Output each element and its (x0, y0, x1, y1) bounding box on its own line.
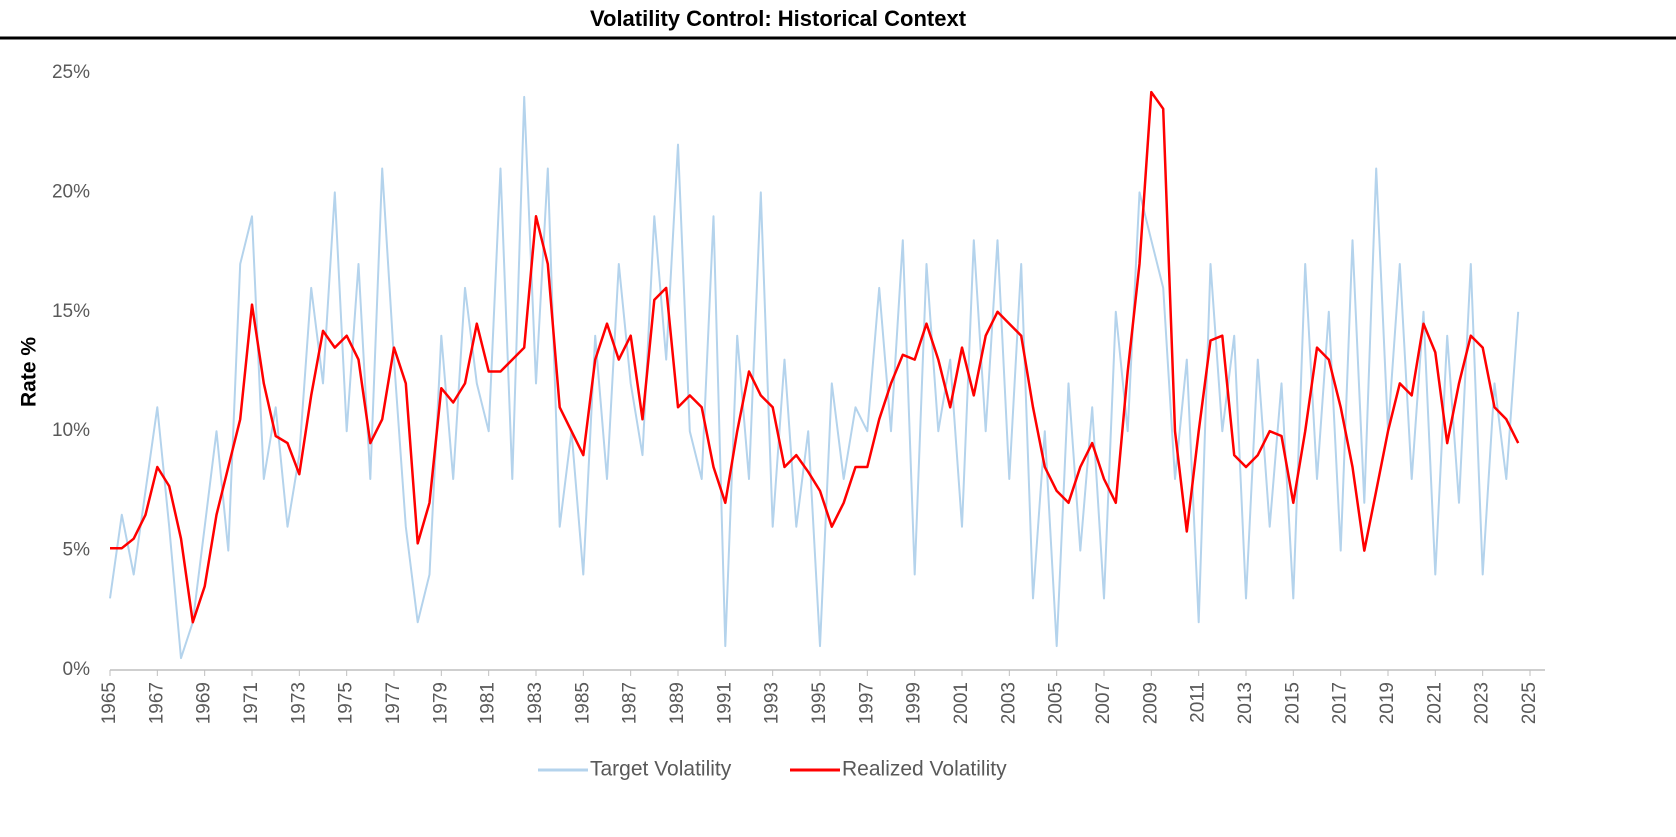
x-tick-label: 2001 (951, 682, 972, 724)
x-tick-label: 2013 (1235, 682, 1256, 724)
x-tick-label: 1991 (714, 682, 735, 724)
x-tick-label: 2021 (1424, 682, 1445, 724)
chart-title: Volatility Control: Historical Context (590, 6, 967, 31)
x-tick-label: 2005 (1046, 682, 1067, 724)
x-tick-label: 2025 (1519, 682, 1540, 724)
x-tick-label: 1987 (620, 682, 641, 724)
x-tick-label: 1967 (146, 682, 167, 724)
y-tick-label: 5% (63, 540, 91, 561)
x-tick-label: 2023 (1472, 682, 1493, 724)
y-tick-label: 15% (52, 301, 90, 322)
x-tick-label: 1995 (809, 682, 830, 724)
y-tick-label: 25% (52, 62, 90, 83)
y-axis-label: Rate % (18, 337, 41, 407)
line-series (109, 95, 1520, 660)
x-tick-label: 1981 (478, 682, 499, 724)
x-tick-label: 1969 (194, 682, 215, 724)
x-tick-label: 2007 (1093, 682, 1114, 724)
x-tick-label: 1971 (241, 682, 262, 724)
legend-label: Realized Volatility (842, 758, 1007, 781)
x-tick-label: 1973 (288, 682, 309, 724)
x-tick-label: 1997 (856, 682, 877, 724)
x-tick-label: 2009 (1140, 682, 1161, 724)
x-tick-label: 1979 (430, 682, 451, 724)
x-tick-label: 2019 (1377, 682, 1398, 724)
x-tick-label: 1985 (572, 682, 593, 724)
line-series (110, 90, 1520, 624)
x-tick-label: 1993 (762, 682, 783, 724)
x-tick-label: 1983 (525, 682, 546, 724)
x-tick-label: 1977 (383, 682, 404, 724)
x-tick-label: 2003 (998, 682, 1019, 724)
x-tick-label: 1999 (904, 682, 925, 724)
x-tick-label: 1975 (336, 682, 357, 724)
y-tick-label: 10% (52, 420, 90, 441)
x-tick-label: 2011 (1188, 682, 1209, 723)
x-tick-label: 2017 (1330, 682, 1351, 724)
x-tick-label: 1965 (99, 682, 120, 724)
x-tick-label: 2015 (1282, 682, 1303, 724)
x-tick-label: 1989 (667, 682, 688, 724)
y-tick-label: 0% (63, 659, 91, 680)
y-tick-label: 20% (52, 181, 90, 202)
legend-label: Target Volatility (590, 758, 732, 781)
